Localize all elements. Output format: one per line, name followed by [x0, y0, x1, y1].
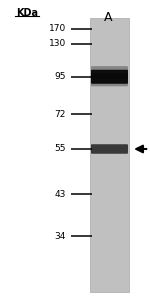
Text: 170: 170: [49, 24, 66, 33]
FancyBboxPatch shape: [91, 66, 128, 79]
FancyBboxPatch shape: [91, 144, 128, 154]
FancyBboxPatch shape: [91, 73, 128, 86]
Text: 130: 130: [49, 39, 66, 48]
Text: A: A: [104, 11, 112, 23]
Text: 43: 43: [55, 190, 66, 199]
Text: 72: 72: [55, 110, 66, 119]
Text: 95: 95: [54, 72, 66, 81]
Text: 55: 55: [54, 144, 66, 154]
Text: KDa: KDa: [16, 8, 38, 17]
Bar: [90, 18, 129, 292]
FancyBboxPatch shape: [91, 70, 128, 84]
Text: 34: 34: [55, 232, 66, 241]
